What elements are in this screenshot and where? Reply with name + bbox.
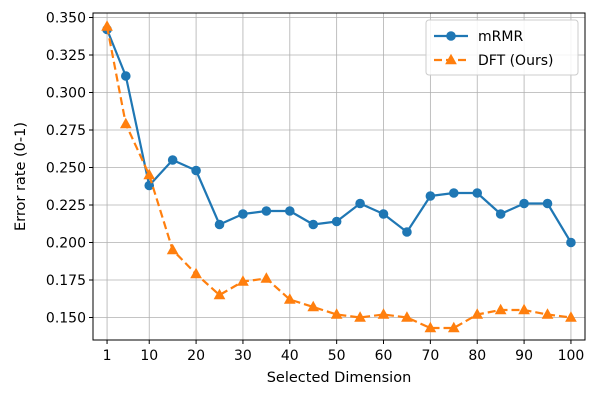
data-point [330,308,343,319]
data-point [166,243,179,255]
data-point [471,308,484,319]
y-tick-label: 0.175 [46,273,86,289]
y-tick-label: 0.350 [46,11,86,27]
legend-label: DFT (Ours) [478,53,553,69]
data-point [260,272,273,283]
data-point [213,288,226,300]
x-tick-label: 20 [187,348,205,364]
data-point [494,303,507,315]
data-point [519,198,529,209]
data-point [307,300,320,312]
data-point [565,311,577,322]
data-point [401,311,413,322]
data-point [472,188,483,198]
x-tick-label: 40 [281,348,299,364]
x-tick-label: 70 [421,348,439,364]
x-tick-label: 30 [234,348,252,364]
data-point [191,165,201,176]
x-tick-label: 50 [328,348,346,364]
data-point [541,308,554,319]
y-tick-label: 0.150 [46,311,86,327]
data-point [214,219,225,230]
y-tick-label: 0.200 [46,236,86,252]
data-point [354,311,366,322]
y-tick-label: 0.275 [46,123,86,139]
x-tick-label: 80 [468,348,486,364]
y-tick-label: 0.325 [46,48,86,64]
data-point [377,308,390,319]
data-point [378,209,389,219]
data-point [402,227,412,237]
data-point [447,321,460,333]
y-tick-label: 0.225 [46,198,86,214]
legend-swatch-marker [446,31,456,41]
data-point [449,188,459,198]
x-tick-label: 90 [515,348,533,364]
y-tick-label: 0.250 [46,161,86,177]
axis-ticks: 1 10 20 30 40 50 60 70 80 90 100 0.150 0.175 0.200 0.2… [46,11,584,365]
x-tick-label: 1 [103,348,112,364]
data-point [495,209,506,219]
x-tick-label: 60 [375,348,393,364]
data-point [143,168,156,180]
series-dft [101,20,577,333]
data-point [119,117,132,129]
data-point [190,267,202,279]
plot-frame [92,12,586,341]
data-point [424,321,437,333]
x-tick-label: 100 [558,348,585,364]
x-tick-label: 10 [140,348,158,364]
data-point [237,275,249,286]
legend-item: DFT (Ours) [434,53,553,69]
data-point [566,237,576,248]
data-point [518,303,530,315]
series-line [105,26,572,330]
legend-item: mRMR [434,29,523,45]
data-point [331,216,342,227]
data-point [285,206,295,216]
data-point [261,206,272,216]
data-point [121,71,131,81]
data-point [308,219,319,230]
y-tick-label: 0.300 [46,86,86,102]
series-layer [101,20,577,333]
x-axis-label: Selected Dimension [267,370,412,386]
data-point [144,180,155,191]
data-point [542,198,553,209]
data-point [355,198,365,209]
data-point [425,191,436,201]
data-point [167,155,178,165]
legend-box [425,19,579,76]
legend: mRMR DFT (Ours) [425,19,579,76]
legend-swatch-marker [445,53,457,65]
legend-label: mRMR [478,29,523,45]
y-axis-label: Error rate (0-1) [13,122,29,231]
data-point [283,293,296,304]
data-point [238,209,248,219]
data-point [101,20,113,31]
